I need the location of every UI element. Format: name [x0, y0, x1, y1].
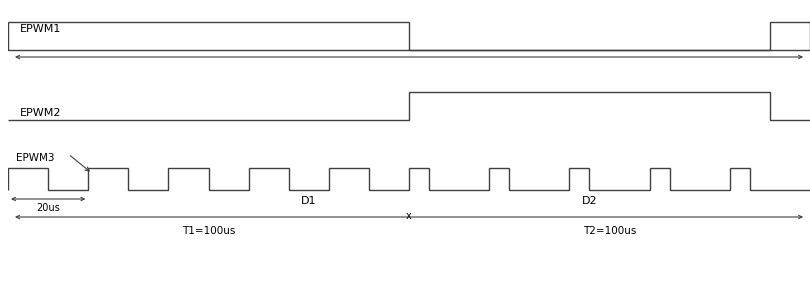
Text: 20us: 20us: [36, 203, 60, 213]
Text: T2=100us: T2=100us: [583, 226, 636, 236]
Text: T1=100us: T1=100us: [182, 226, 235, 236]
Text: x: x: [406, 211, 412, 221]
Text: D1: D1: [301, 196, 317, 206]
Text: EPWM2: EPWM2: [20, 108, 62, 118]
Text: D2: D2: [582, 196, 597, 206]
Text: EPWM3: EPWM3: [16, 153, 54, 163]
Text: EPWM1: EPWM1: [20, 24, 62, 34]
